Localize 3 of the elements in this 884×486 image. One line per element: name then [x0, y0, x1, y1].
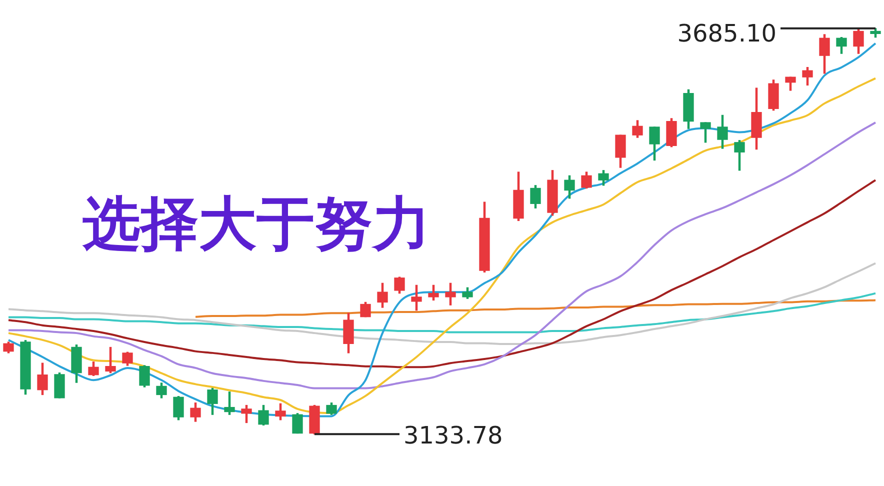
annotation: 3685.10 [677, 20, 776, 48]
annotation: 3133.78 [404, 421, 503, 450]
annotation: 选择大于努力 [81, 189, 430, 258]
